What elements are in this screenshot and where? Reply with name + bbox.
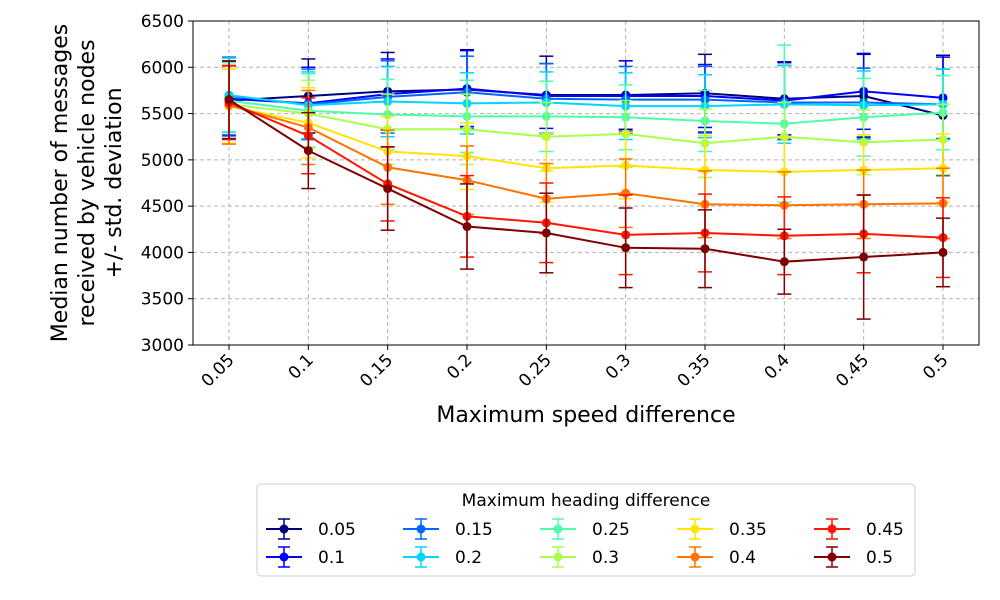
legend-entry-0.25: 0.25: [540, 518, 630, 540]
x-tick-label: 0.2: [443, 350, 476, 383]
data-point: [779, 257, 789, 267]
series-line: [228, 91, 944, 106]
legend-label: 0.5: [866, 548, 893, 568]
legend-entry-0.2: 0.2: [403, 546, 482, 568]
data-point: [700, 165, 710, 175]
legend-entry-0.4: 0.4: [677, 546, 756, 568]
x-tick-label: 0.1: [285, 350, 318, 383]
series-group: [222, 44, 950, 320]
legend-marker: [416, 552, 426, 562]
data-point: [383, 184, 393, 194]
legend-entry-0.3: 0.3: [540, 546, 619, 568]
series-line: [228, 99, 944, 125]
legend-entry-0.5: 0.5: [814, 546, 893, 568]
legend-entry-0.1: 0.1: [266, 546, 345, 568]
x-tick-label: 0.4: [761, 350, 794, 383]
y-axis-title-line-1: Median number of messages: [48, 24, 73, 342]
legend-label: 0.1: [318, 548, 345, 568]
y-tick-label: 5500: [141, 105, 184, 125]
series-0.35: [222, 68, 950, 207]
legend-entry-0.05: 0.05: [266, 518, 356, 540]
legend-label: 0.05: [318, 520, 356, 540]
legend-entry-0.15: 0.15: [403, 518, 493, 540]
x-tick-label: 0.15: [356, 350, 397, 391]
y-tick-label: 3500: [141, 290, 184, 310]
legend-label: 0.3: [592, 548, 619, 568]
x-tick-label: 0.5: [919, 350, 952, 383]
legend-marker: [690, 552, 700, 562]
legend-label: 0.4: [729, 548, 756, 568]
legend-entry-0.35: 0.35: [677, 518, 767, 540]
y-tick-label: 4000: [141, 243, 184, 263]
y-axis-title-line-3: +/- std. deviation: [102, 87, 127, 278]
y-tick-label: 3000: [141, 336, 184, 356]
legend-marker: [827, 552, 837, 562]
legend-marker: [279, 524, 289, 534]
x-tick-label: 0.35: [674, 350, 715, 391]
x-tick-label: 0.25: [515, 350, 556, 391]
legend-marker: [416, 524, 426, 534]
series-0.25: [222, 44, 950, 204]
series-line: [228, 105, 944, 173]
legend-entries: 0.05 0.1 0.15 0.2 0.25 0.3 0.35 0.4 0.45 0.5: [266, 518, 904, 568]
data-point: [541, 228, 551, 238]
legend-label: 0.15: [455, 520, 493, 540]
series-line: [228, 98, 944, 263]
data-point: [621, 243, 631, 253]
series-0.4: [222, 65, 950, 240]
series-0.15: [222, 55, 950, 141]
series-line: [228, 101, 944, 239]
legend-label: 0.45: [866, 520, 904, 540]
legend-title: Maximum heading difference: [462, 491, 711, 511]
legend-marker: [690, 524, 700, 534]
legend-entry-0.45: 0.45: [814, 518, 904, 540]
legend: Maximum heading difference 0.050.10.150.…: [256, 483, 916, 577]
series-line: [228, 87, 944, 105]
data-point: [938, 247, 948, 257]
legend-marker: [827, 524, 837, 534]
legend-marker: [553, 552, 563, 562]
legend-marker: [553, 524, 563, 534]
series-0.5: [222, 60, 950, 320]
x-tick-label: 0.3: [602, 350, 635, 383]
plot-frame: [192, 20, 980, 346]
data-point: [779, 132, 789, 142]
y-tick-label: 6000: [141, 58, 184, 78]
y-axis-title-line-2: received by vehicle nodes: [75, 39, 100, 326]
y-tick-label: 4500: [141, 197, 184, 217]
legend-label: 0.25: [592, 520, 630, 540]
data-point: [462, 222, 472, 232]
y-tick-label: 5000: [141, 151, 184, 171]
data-point: [859, 252, 869, 262]
legend-label: 0.35: [729, 520, 767, 540]
data-point: [700, 244, 710, 254]
x-axis-title: Maximum speed difference: [436, 403, 735, 428]
legend-marker: [279, 552, 289, 562]
series-line: [228, 103, 944, 145]
x-tick-label: 0.45: [832, 350, 873, 391]
data-point: [303, 146, 313, 156]
x-tick-label: 0.05: [198, 350, 239, 391]
data-point: [224, 95, 234, 105]
series-line: [228, 104, 944, 207]
y-tick-label: 6500: [141, 12, 184, 32]
y-axis-title: Median number of messages received by ve…: [48, 24, 127, 342]
legend-label: 0.2: [455, 548, 482, 568]
series-line: [228, 94, 944, 108]
